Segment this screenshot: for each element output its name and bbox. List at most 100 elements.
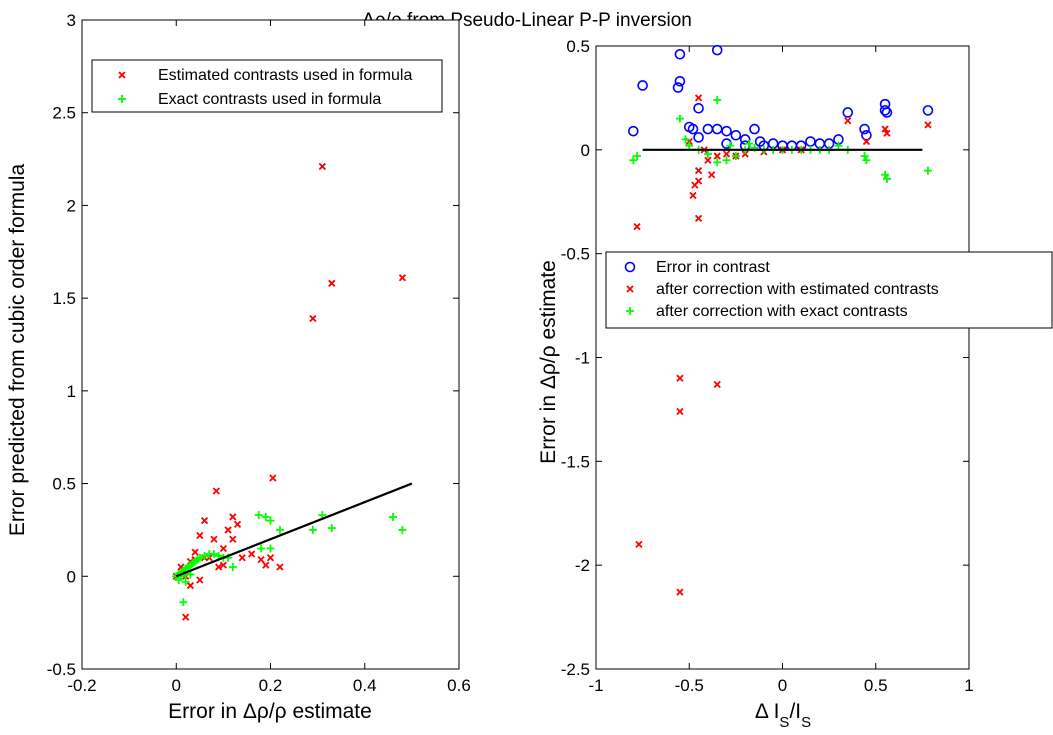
y-tick-label: 0 <box>67 567 76 586</box>
x-tick-label: 0.6 <box>447 676 471 695</box>
y-axis-label-left: Error predicted from cubic order formula <box>6 164 29 537</box>
data-point-circle <box>749 123 760 135</box>
y-tick-label: 2 <box>67 196 76 215</box>
data-point-cross <box>269 474 277 482</box>
data-point-cross <box>210 535 218 543</box>
x-tick-label: 1 <box>964 676 973 695</box>
data-point-cross <box>266 554 275 562</box>
data-point-plus <box>923 166 932 175</box>
data-point-plus <box>834 141 843 150</box>
y-axis-label-right: Error in Δρ/ρ estimate <box>537 260 560 464</box>
data-point-circle <box>693 103 704 114</box>
x-tick-label: -1 <box>588 676 603 695</box>
data-point-plus <box>254 511 263 520</box>
data-point-cross <box>635 540 643 549</box>
data-point-plus <box>266 544 275 553</box>
y-tick-label: 0 <box>581 141 590 160</box>
data-point-plus <box>731 152 740 161</box>
data-point-plus <box>713 158 722 167</box>
data-point-cross <box>309 314 317 323</box>
data-point-plus <box>266 516 275 525</box>
x-tick-label: 0 <box>172 676 181 695</box>
data-point-cross <box>676 374 684 382</box>
y-tick-label: 0.5 <box>52 475 76 494</box>
data-point-plus <box>257 544 266 553</box>
data-point-cross <box>707 171 716 179</box>
plot-area-right <box>595 45 970 670</box>
data-point-cross <box>713 152 721 160</box>
data-point-circle <box>627 125 639 137</box>
data-point-plus <box>275 525 284 534</box>
y-tick-label: 3 <box>67 11 76 30</box>
data-point-circle <box>711 44 723 56</box>
data-point-circle <box>859 123 870 135</box>
x-axis-label-left: Error in Δρ/ρ estimate <box>168 700 372 723</box>
data-point-plus <box>681 135 690 144</box>
data-point-cross <box>713 380 721 389</box>
data-point-circle <box>922 105 934 116</box>
legend-right: Error in contrast after correction with e… <box>605 251 1053 329</box>
legend-label: after correction with estimated contrast… <box>656 281 939 298</box>
data-point-plus <box>722 156 731 165</box>
data-point-cross <box>212 487 220 495</box>
data-point-cross <box>238 554 246 562</box>
data-point-cross <box>186 581 195 590</box>
data-point-cross <box>318 162 326 171</box>
data-point-plus <box>195 553 204 562</box>
data-point-plus <box>726 141 735 150</box>
data-point-circle <box>861 129 872 141</box>
data-point-circle <box>881 107 893 118</box>
y-tick-label: -0.5 <box>561 245 590 264</box>
data-point-plus <box>633 152 642 161</box>
data-point-circle <box>637 80 648 91</box>
legend-label: Exact contrasts used in formula <box>158 91 381 108</box>
legend-label: after correction with exact contrasts <box>656 303 908 320</box>
data-point-plus <box>675 114 684 123</box>
chart-right: -1 -0.5 0 0.5 1-2.5-2-1.5-1-0.500.5 Δ IS/IS … <box>537 37 1053 731</box>
data-point-circle <box>687 123 699 135</box>
data-point-plus <box>882 174 891 183</box>
data-point-cross <box>694 166 703 175</box>
data-point-cross <box>689 191 697 200</box>
data-point-plus <box>398 525 407 534</box>
data-point-plus <box>174 575 183 584</box>
data-point-cross <box>844 117 852 125</box>
data-point-plus <box>228 563 237 572</box>
reference-line <box>175 482 413 578</box>
data-point-cross <box>224 526 232 534</box>
data-point-cross <box>883 129 891 137</box>
marks-right <box>627 44 934 596</box>
x-tick-label: 0.5 <box>864 676 888 695</box>
x-tick-label: 0 <box>778 676 787 695</box>
data-point-cross <box>276 563 284 571</box>
data-point-plus <box>713 95 722 104</box>
y-tick-label: -2 <box>575 556 590 575</box>
data-point-cross <box>694 94 703 102</box>
y-tick-label: 1.5 <box>52 289 76 308</box>
data-point-cross <box>196 531 204 540</box>
legend-box-right <box>605 251 1053 329</box>
y-tick-label: -1 <box>575 349 590 368</box>
y-tick-label: -2.5 <box>561 660 590 679</box>
x-tick-label: -0.2 <box>67 676 96 695</box>
data-point-cross <box>262 561 270 569</box>
data-point-cross <box>215 563 223 571</box>
data-point-cross <box>704 156 712 164</box>
ticks-right: -1 -0.5 0 0.5 1 -2.5 -2 -1.5 -1 -0.5 0 0.5 <box>561 37 974 695</box>
data-point-cross <box>196 576 204 584</box>
data-point-cross <box>741 150 749 158</box>
data-point-cross <box>328 279 336 287</box>
data-point-plus <box>209 550 218 559</box>
data-point-plus <box>862 156 871 165</box>
plot-area-left <box>81 19 460 670</box>
data-point-cross <box>694 214 703 222</box>
legend-marker <box>624 261 636 273</box>
data-point-plus <box>685 141 694 150</box>
y-tick-label: 2.5 <box>52 104 76 123</box>
data-point-cross <box>862 137 871 146</box>
data-point-cross <box>248 550 256 558</box>
legend-box-left <box>91 59 443 113</box>
x-tick-label: -0.5 <box>675 676 704 695</box>
marks-left <box>172 90 413 621</box>
data-point-cross <box>722 150 731 158</box>
